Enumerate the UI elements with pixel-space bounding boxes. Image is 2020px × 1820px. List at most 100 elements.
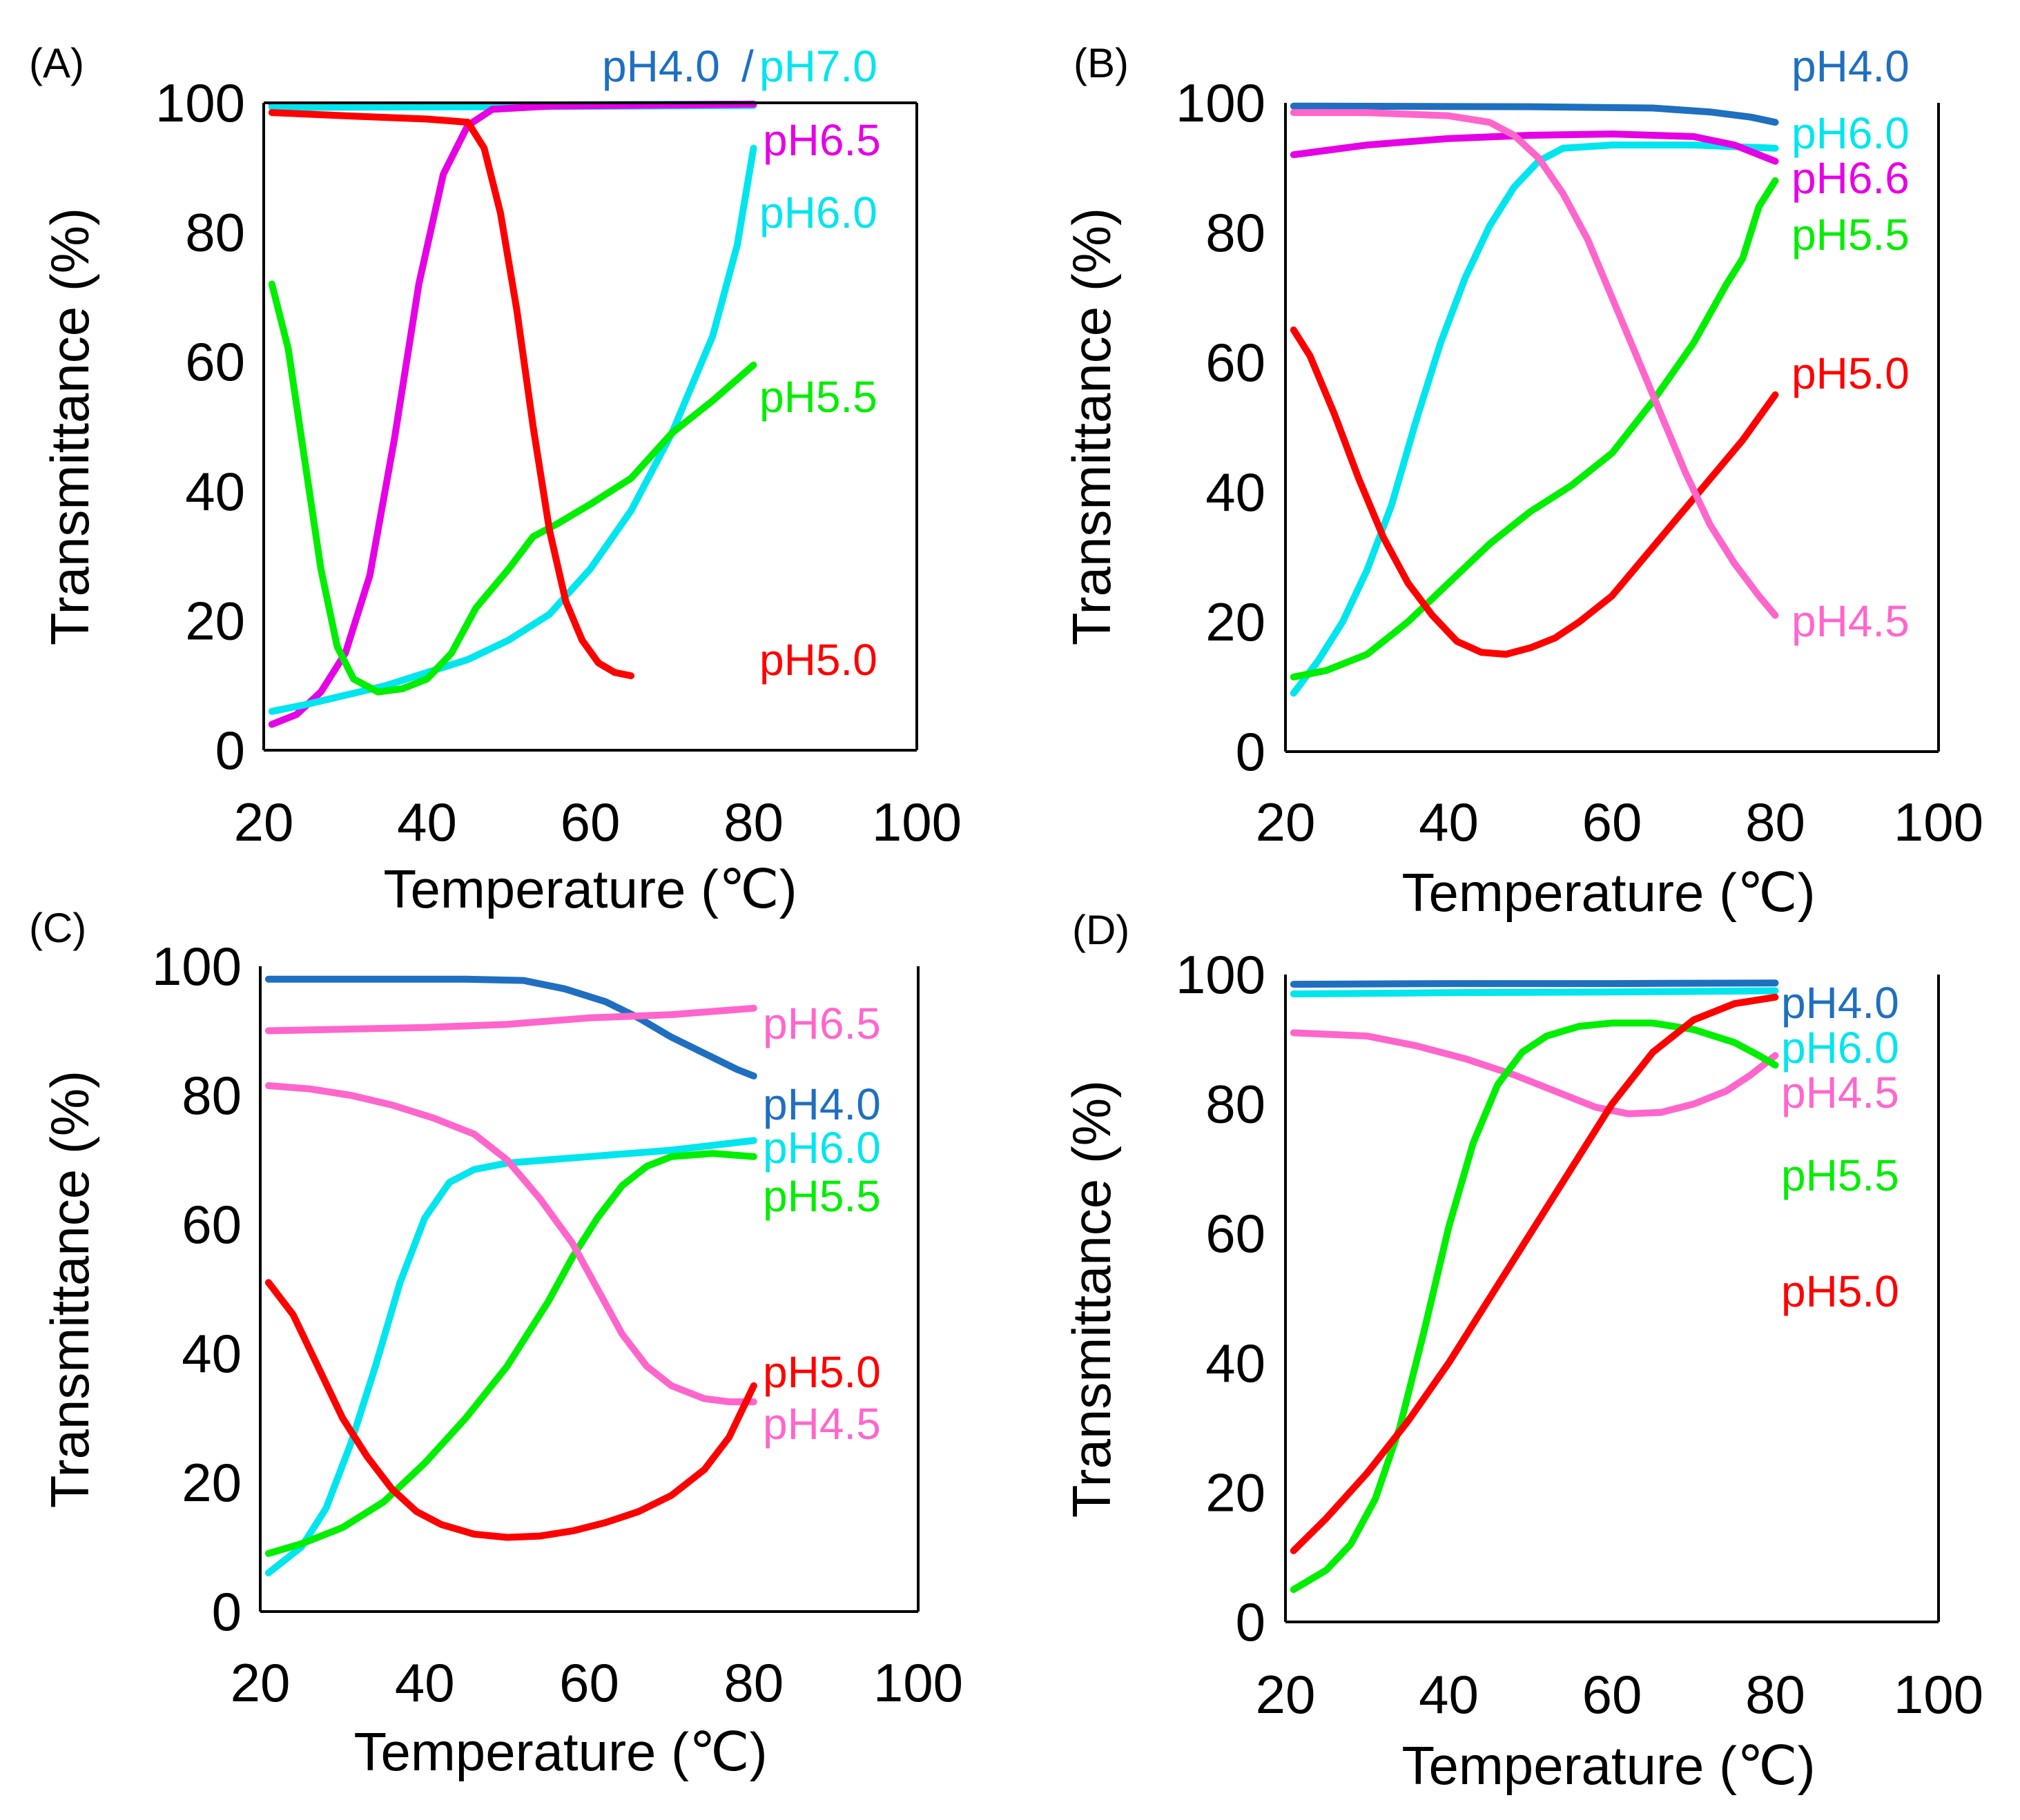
y-tick-label: 60	[185, 331, 245, 392]
series-line-ph4-0	[1290, 979, 1779, 988]
y-tick-label: 100	[1176, 944, 1265, 1005]
y-tick-label: 80	[1205, 1074, 1265, 1135]
series-label: pH4.5	[1791, 596, 1910, 646]
x-tick-label: 20	[1256, 1664, 1316, 1725]
series-label: pH4.0	[602, 41, 720, 91]
x-axis-title: Temperature (℃)	[1401, 862, 1815, 923]
x-tick-label: 80	[1745, 792, 1805, 852]
y-tick-label: 0	[1236, 1592, 1265, 1652]
x-axis-title: Temperature (℃)	[1401, 1735, 1815, 1796]
y-tick-label: 40	[1205, 462, 1265, 522]
series-label: pH6.0	[1781, 1023, 1899, 1073]
x-tick-label: 20	[234, 792, 294, 852]
y-tick-label: 20	[182, 1452, 242, 1513]
x-tick-label: 40	[1419, 1664, 1479, 1725]
panel-letter: (D)	[1072, 907, 1129, 953]
x-tick-label: 40	[395, 1652, 455, 1713]
y-tick-label: 0	[215, 720, 245, 781]
y-tick-label: 100	[1176, 72, 1265, 133]
series-label: pH7.0	[759, 41, 877, 91]
series-label: pH5.0	[759, 635, 877, 685]
series-label: pH4.0	[1791, 41, 1910, 91]
series-line-ph4-5	[1290, 1029, 1779, 1117]
series-label: pH6.5	[763, 115, 881, 165]
x-tick-label: 40	[397, 792, 457, 852]
series-label: pH4.5	[763, 1399, 881, 1449]
x-tick-label: 60	[561, 792, 621, 852]
y-tick-label: 40	[1205, 1333, 1265, 1393]
y-axis-title: Transmittance (%)	[1061, 208, 1122, 645]
y-axis-title: Transmittance (%)	[1061, 1080, 1122, 1518]
series-label: pH5.5	[1781, 1151, 1899, 1200]
x-tick-label: 60	[559, 1652, 619, 1713]
series-label: pH6.5	[763, 999, 881, 1048]
x-tick-label: 100	[1894, 1664, 1983, 1725]
series-line-ph5-0	[264, 1279, 757, 1541]
series-line-ph5-5	[1290, 1019, 1779, 1594]
series-label: pH5.0	[1791, 349, 1910, 398]
series-line-ph4-0	[1290, 102, 1779, 126]
x-tick-label: 40	[1419, 792, 1479, 852]
series-label: pH4.0	[1781, 978, 1899, 1028]
series-label: pH6.0	[1791, 108, 1910, 158]
y-tick-label: 0	[1236, 721, 1265, 782]
series-label: pH5.5	[1791, 210, 1910, 260]
chart-panel-2: (C) 0 20 40 60 80 100 20 40 60 80 100 Temperature (℃…	[29, 905, 963, 1782]
y-tick-label: 80	[182, 1065, 242, 1126]
y-tick-label: 60	[182, 1194, 242, 1255]
y-tick-label: 20	[1205, 1462, 1265, 1523]
x-tick-label: 60	[1582, 1664, 1642, 1725]
chart-panel-3: (D) 0 20 40 60 80 100 20 40 60 80 100 Temperature (℃…	[1061, 907, 1983, 1796]
series-line-ph4-0	[264, 975, 757, 1079]
series-line-ph5-0	[1290, 326, 1779, 658]
y-axis-title: Transmittance (%)	[39, 1070, 100, 1508]
x-tick-label: 20	[1256, 792, 1316, 852]
series-line-ph6-0	[268, 144, 757, 715]
panel-letter: (C)	[29, 905, 86, 951]
series-label: pH6.0	[759, 188, 877, 237]
panel-letter: (B)	[1074, 40, 1129, 86]
x-axis-title: Temperature (℃)	[353, 1721, 767, 1782]
series-line-ph6-0	[1290, 987, 1779, 998]
x-tick-label: 100	[1894, 792, 1983, 852]
series-label: /	[741, 41, 754, 91]
x-tick-label: 100	[873, 1652, 963, 1713]
series-line-ph5-0	[268, 109, 635, 680]
y-tick-label: 0	[212, 1581, 242, 1642]
series-line-ph5-0	[1290, 993, 1779, 1554]
chart-panel-0: (A) 0 20 40 60 80 100 20 40 60 80 100 Temperature (℃…	[29, 40, 962, 919]
series-line-ph6-5	[268, 100, 757, 728]
series-line-ph5-5	[264, 1150, 757, 1557]
series-label: pH6.0	[763, 1123, 881, 1173]
y-tick-label: 100	[152, 936, 242, 997]
y-tick-label: 100	[155, 72, 245, 133]
series-line-ph6-6	[1290, 130, 1779, 165]
y-tick-label: 20	[185, 590, 245, 651]
x-axis-title: Temperature (℃)	[383, 859, 797, 919]
series-line-ph5-5	[268, 280, 757, 696]
panel-letter: (A)	[29, 40, 84, 86]
y-tick-label: 60	[1205, 1203, 1265, 1264]
y-tick-label: 60	[1205, 332, 1265, 393]
series-label: pH6.6	[1791, 153, 1910, 203]
series-line-ph4-5	[1290, 109, 1779, 619]
chart-panel-1: (B) 0 20 40 60 80 100 20 40 60 80 100 Temperature (℃…	[1061, 40, 1983, 923]
y-tick-label: 20	[1205, 591, 1265, 652]
series-line-ph6-0	[1290, 141, 1779, 697]
y-tick-label: 40	[182, 1323, 242, 1384]
x-tick-label: 80	[1745, 1664, 1805, 1725]
y-axis-title: Transmittance (%)	[39, 208, 100, 645]
series-label: pH5.0	[1781, 1266, 1899, 1316]
series-label: pH5.0	[763, 1347, 881, 1397]
x-tick-label: 60	[1582, 792, 1642, 852]
series-label: pH4.0	[763, 1079, 881, 1129]
x-tick-label: 100	[872, 792, 962, 852]
x-tick-label: 20	[231, 1652, 291, 1713]
y-tick-label: 80	[1205, 202, 1265, 263]
y-tick-label: 40	[185, 461, 245, 522]
series-label: pH5.5	[759, 372, 877, 422]
series-line-ph5-5	[1290, 177, 1779, 681]
series-label: pH5.5	[763, 1171, 881, 1221]
x-tick-label: 80	[723, 1652, 784, 1713]
